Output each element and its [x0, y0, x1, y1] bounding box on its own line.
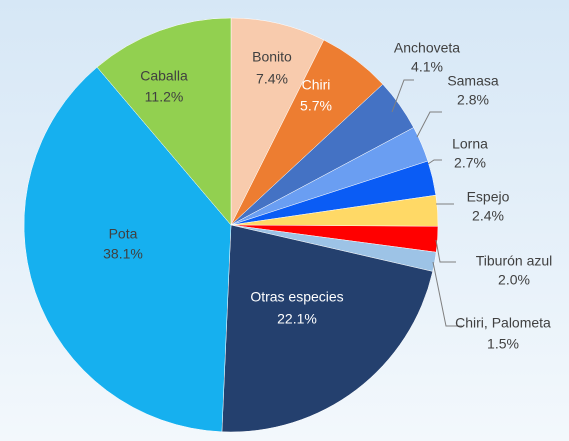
data-label-value: 11.2% — [145, 89, 184, 105]
leader-lines — [391, 79, 462, 327]
data-label-value: 5.7% — [300, 98, 332, 114]
data-label-name: Tiburón azul — [476, 253, 553, 269]
data-label-name: Espejo — [467, 189, 510, 205]
data-label-value: 4.1% — [411, 59, 443, 75]
pie-slice — [96, 17, 232, 226]
data-label-value: 2.7% — [454, 155, 486, 171]
data-label-value: 2.0% — [498, 272, 530, 288]
leader-line — [435, 239, 456, 263]
data-label-name: Pota — [109, 226, 138, 242]
pie-slice — [230, 17, 325, 226]
leader-line — [416, 111, 442, 138]
leader-line — [427, 159, 442, 165]
data-label-name: Otras especies — [250, 289, 343, 305]
data-label-value: 1.5% — [487, 336, 519, 352]
data-label-name: Chiri, Palometa — [455, 315, 551, 331]
data-label-value: 38.1% — [103, 246, 143, 262]
data-label-value: 7.4% — [256, 71, 288, 87]
data-label-name: Bonito — [252, 49, 292, 65]
data-label-value: 2.4% — [472, 208, 504, 224]
data-label-value: 2.8% — [457, 92, 489, 108]
pie — [23, 17, 439, 433]
leader-line — [391, 79, 414, 113]
data-label-name: Caballa — [140, 68, 188, 84]
data-label-name: Anchoveta — [394, 40, 460, 56]
data-label-name: Lorna — [452, 136, 488, 152]
pie-slice — [23, 66, 232, 433]
pie-slice — [221, 224, 434, 433]
data-label-name: Samasa — [447, 73, 499, 89]
data-label-value: 22.1% — [277, 311, 317, 327]
data-label-name: Chiri — [302, 77, 331, 93]
leader-line — [432, 261, 462, 327]
labels: Bonito 7.4% Chiri 5.7% Anchoveta 4.1%Samasa 2.… — [103, 40, 552, 352]
